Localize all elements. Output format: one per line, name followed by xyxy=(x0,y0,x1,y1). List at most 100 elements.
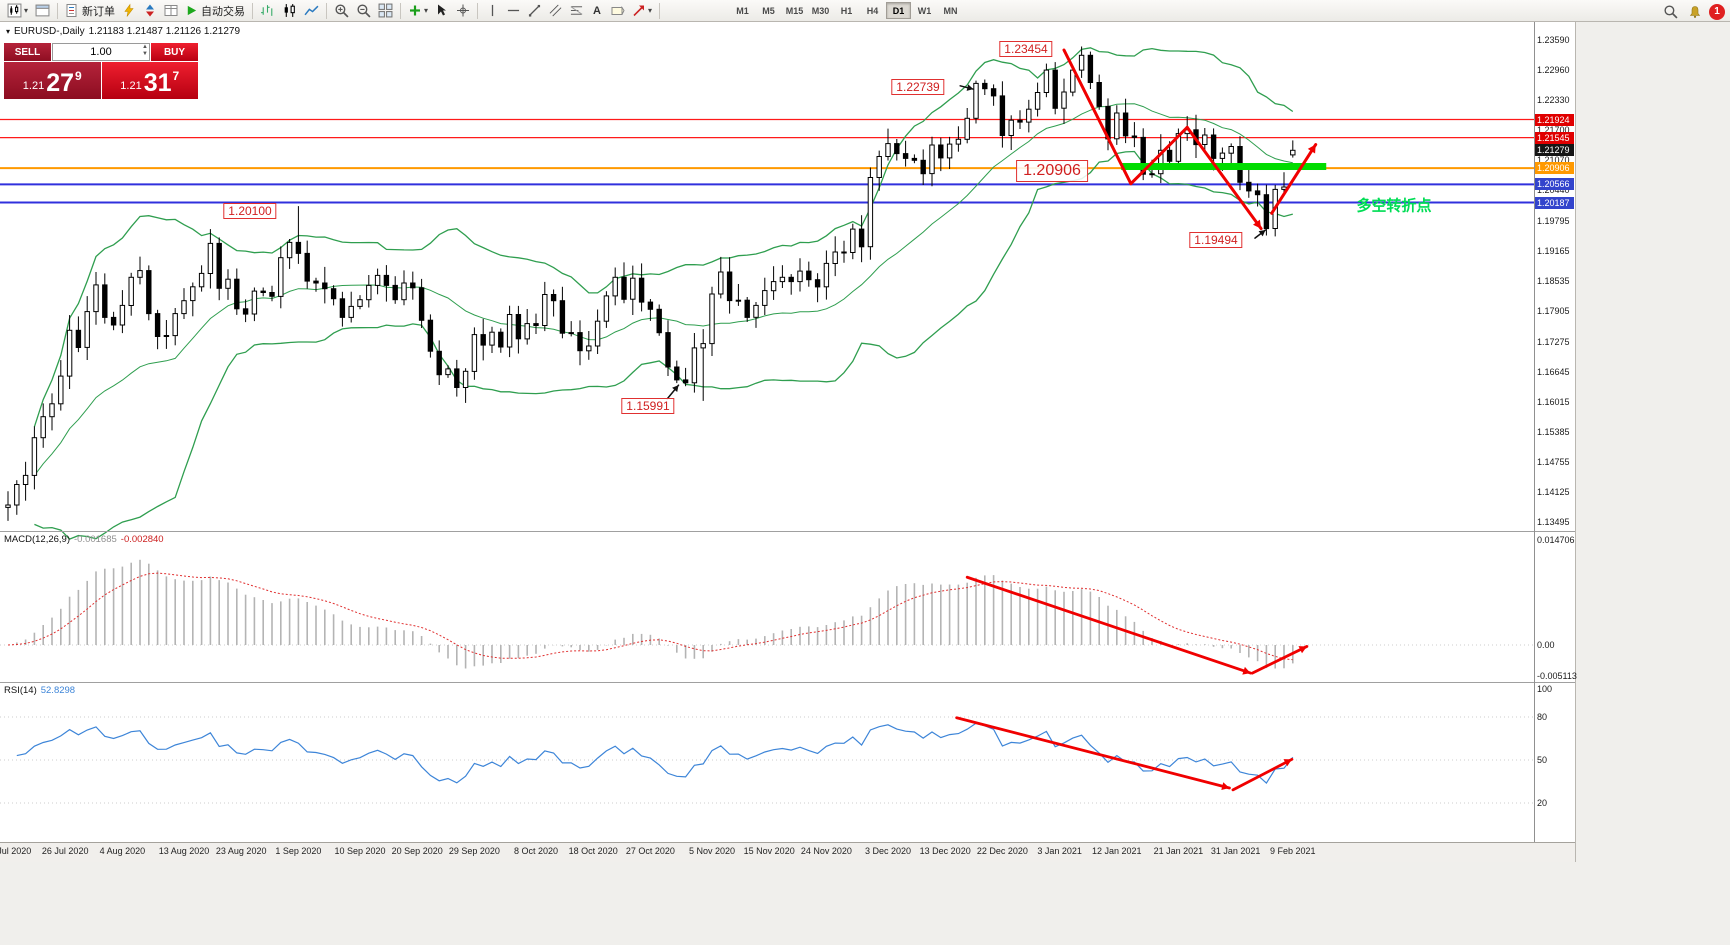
zoom-out-button[interactable] xyxy=(353,1,374,20)
price-annotation[interactable]: 1.15991 xyxy=(621,398,675,414)
trendline-button[interactable] xyxy=(524,1,544,20)
price-axis-label: 1.19165 xyxy=(1537,246,1570,257)
auto-trading-button[interactable]: 自动交易 xyxy=(182,1,248,20)
bar-chart-button[interactable] xyxy=(257,1,278,20)
price-axis-label: 1.17275 xyxy=(1537,336,1570,347)
toolbar-separator xyxy=(57,2,59,19)
timeframe-button-h4[interactable]: H4 xyxy=(860,2,885,19)
line-chart-button[interactable] xyxy=(301,1,322,20)
price-tag[interactable]: 1.21279 xyxy=(1535,144,1574,157)
price-tag[interactable]: 1.20187 xyxy=(1535,196,1574,209)
toolbar-right-cluster: 1 xyxy=(1660,2,1725,21)
candlestick-chart-icon xyxy=(284,4,295,17)
trendline-icon xyxy=(528,4,540,17)
timeframe-button-m1[interactable]: M1 xyxy=(730,2,755,19)
date-label: 23 Aug 2020 xyxy=(215,846,267,856)
timeframe-button-m15[interactable]: M15 xyxy=(782,2,807,19)
price-tag[interactable]: 1.20566 xyxy=(1535,178,1574,191)
price-annotation[interactable]: 1.23454 xyxy=(999,41,1053,57)
new-order-button[interactable]: 新订单 xyxy=(62,1,118,20)
channel-button[interactable] xyxy=(545,1,565,20)
vertical-line-icon xyxy=(491,4,493,17)
date-label: 16 Jul 2020 xyxy=(0,846,32,856)
crosshair-button[interactable] xyxy=(453,1,473,20)
quotes-button[interactable] xyxy=(119,1,139,20)
chart-symbol-period: EURUSD-,Daily xyxy=(14,26,85,37)
toolbar: ▾ 新订单 自动交易 ▾ xyxy=(0,0,1730,22)
volume-field[interactable]: 1.00 ▲ ▼ xyxy=(52,43,150,61)
sell-price-pip: 9 xyxy=(75,69,82,83)
rsi-axis-label: 100 xyxy=(1537,684,1553,694)
price-axis[interactable]: 1.23590 1.22960 1.22330 1.21700 1.21070 1.204… xyxy=(1535,0,1577,945)
timeframe-button-h1[interactable]: H1 xyxy=(834,2,859,19)
shapes-button[interactable]: ▾ xyxy=(629,1,655,20)
price-tag[interactable]: 1.20906 xyxy=(1535,162,1574,175)
buy-price-pip: 7 xyxy=(172,69,180,83)
price-annotation[interactable]: 1.19494 xyxy=(1189,232,1243,248)
macd-label: MACD(12,26,9) -0.001685 -0.002840 xyxy=(4,534,164,545)
new-chart-button[interactable]: ▾ xyxy=(4,1,31,20)
zoom-in-button[interactable] xyxy=(331,1,352,20)
one-click-toggle-icon[interactable]: ▾ xyxy=(6,27,11,36)
price-axis-label: 1.17905 xyxy=(1537,306,1570,317)
panel-separator-rsi[interactable] xyxy=(0,682,1575,683)
equidistant-channel-icon xyxy=(549,4,561,17)
price-annotation[interactable]: 1.22739 xyxy=(891,79,945,95)
vertical-line-button[interactable] xyxy=(482,1,502,20)
buy-button[interactable]: BUY xyxy=(151,43,198,61)
search-icon[interactable] xyxy=(1660,2,1681,21)
spinner-down-icon[interactable]: ▼ xyxy=(142,51,148,57)
toolbar-separator xyxy=(477,2,479,19)
cursor-button[interactable] xyxy=(432,1,452,20)
line-chart-icon xyxy=(304,5,319,16)
date-label: 8 Oct 2020 xyxy=(513,846,559,856)
toolbar-separator xyxy=(252,2,254,19)
timeframe-button-w1[interactable]: W1 xyxy=(912,2,937,19)
macd-value-main: -0.001685 xyxy=(74,534,117,545)
alerts-icon[interactable] xyxy=(1685,2,1705,21)
text-button[interactable]: A xyxy=(587,1,607,20)
price-annotation[interactable]: 1.20100 xyxy=(223,203,277,219)
notification-badge[interactable]: 1 xyxy=(1709,3,1725,20)
zoom-out-icon xyxy=(357,4,371,18)
auto-trading-label: 自动交易 xyxy=(201,5,246,18)
panel-separator-macd[interactable] xyxy=(0,531,1575,532)
price-axis-label: 1.18535 xyxy=(1537,276,1570,287)
buy-price-base: 1.21 xyxy=(120,80,142,92)
sell-price-display[interactable]: 1.21 27 9 xyxy=(4,62,101,99)
sell-price-base: 1.21 xyxy=(22,80,45,92)
candlestick-chart-button[interactable] xyxy=(279,1,300,20)
macd-axis-label: 0.014706 xyxy=(1537,535,1575,545)
sell-button[interactable]: SELL xyxy=(4,43,51,61)
chevron-down-icon: ▾ xyxy=(424,6,429,15)
volume-spinner[interactable]: ▲ ▼ xyxy=(142,44,148,58)
text-label-button[interactable] xyxy=(608,1,628,20)
profiles-button[interactable] xyxy=(32,1,53,20)
chevron-down-icon: ▾ xyxy=(24,6,29,15)
price-axis-label: 1.23590 xyxy=(1537,35,1570,45)
play-icon xyxy=(187,5,197,16)
date-label: 31 Jan 2021 xyxy=(1210,846,1261,856)
tile-windows-button[interactable] xyxy=(375,1,396,20)
chart-ohlc-values: 1.21183 1.21487 1.21126 1.21279 xyxy=(88,26,241,37)
price-tag[interactable]: 1.21924 xyxy=(1535,113,1574,126)
price-tag[interactable]: 1.21545 xyxy=(1535,131,1574,144)
date-label: 13 Dec 2020 xyxy=(919,846,971,856)
timeframe-button-m5[interactable]: M5 xyxy=(756,2,781,19)
market-watch-button[interactable] xyxy=(140,1,160,20)
price-annotation[interactable]: 1.20906 xyxy=(1016,160,1088,182)
buy-price-display[interactable]: 1.21 31 7 xyxy=(101,62,198,99)
timeframe-button-m30[interactable]: M30 xyxy=(808,2,833,19)
timeframe-button-mn[interactable]: MN xyxy=(938,2,963,19)
horizontal-line-button[interactable] xyxy=(503,1,523,20)
price-axis-label: 1.14755 xyxy=(1537,456,1570,467)
indicators-button[interactable]: ▾ xyxy=(405,1,431,20)
data-window-button[interactable] xyxy=(161,1,181,20)
spinner-up-icon[interactable]: ▲ xyxy=(142,44,148,50)
sell-price-big: 27 xyxy=(46,69,75,97)
chart-note[interactable]: 多空转折点 xyxy=(1356,197,1432,215)
fibonacci-button[interactable] xyxy=(566,1,586,20)
timeframe-button-d1[interactable]: D1 xyxy=(886,2,912,19)
date-axis[interactable]: 16 Jul 2020 26 Jul 2020 4 Aug 2020 13 Aug 2… xyxy=(0,842,1575,862)
